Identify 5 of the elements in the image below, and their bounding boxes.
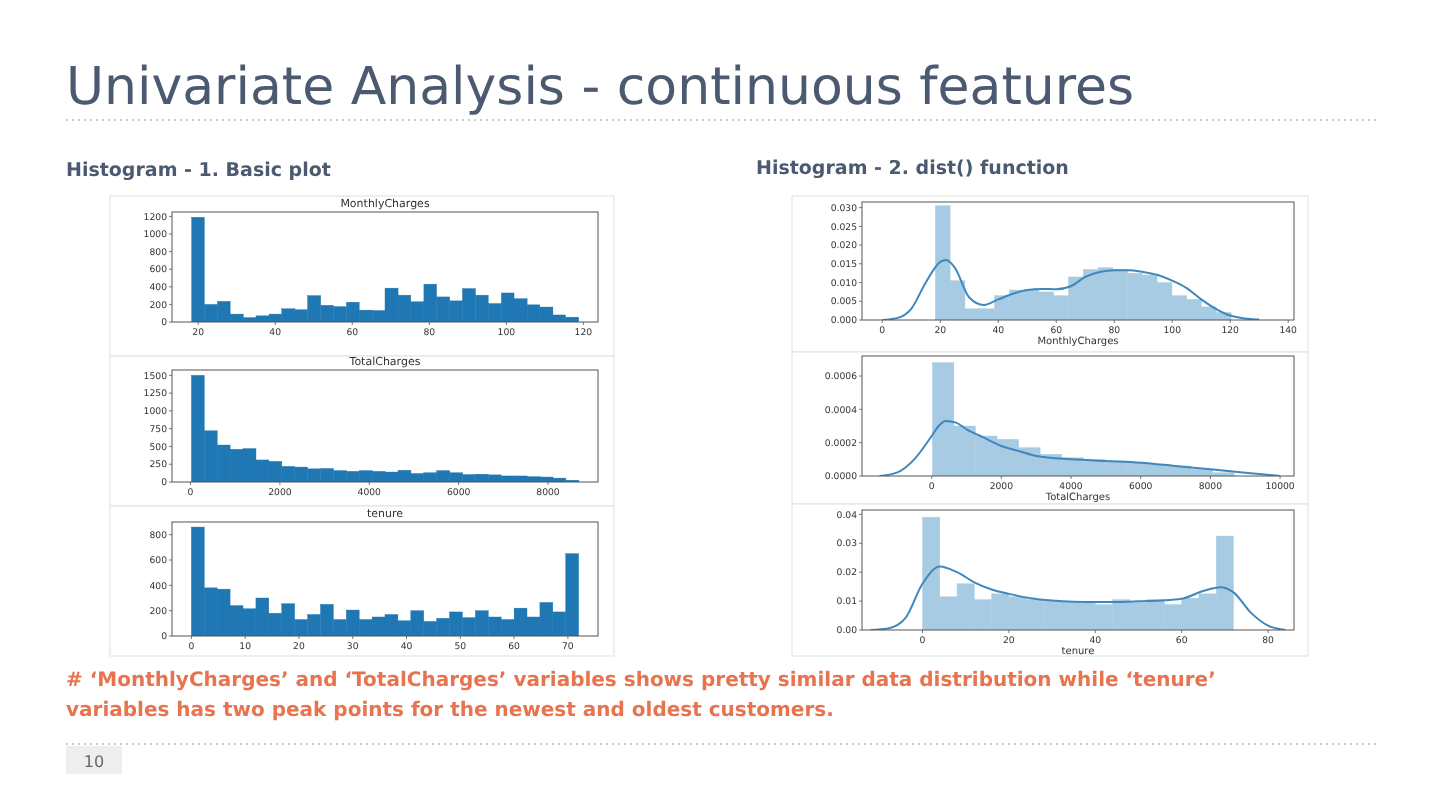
text: # ‘MonthlyCharges’ and ‘TotalCharges’ variables shows pretty similar data distribution while ‘tenure’ variables has two peak points for the newest and oldest customers. — [66, 670, 1216, 722]
text: 10 — [83, 753, 105, 771]
text: Histogram - 1. Basic plot — [66, 160, 332, 182]
text: Histogram - 2. dist() function — [756, 158, 1070, 180]
text: Univariate Analysis - continuous features — [66, 58, 1135, 118]
